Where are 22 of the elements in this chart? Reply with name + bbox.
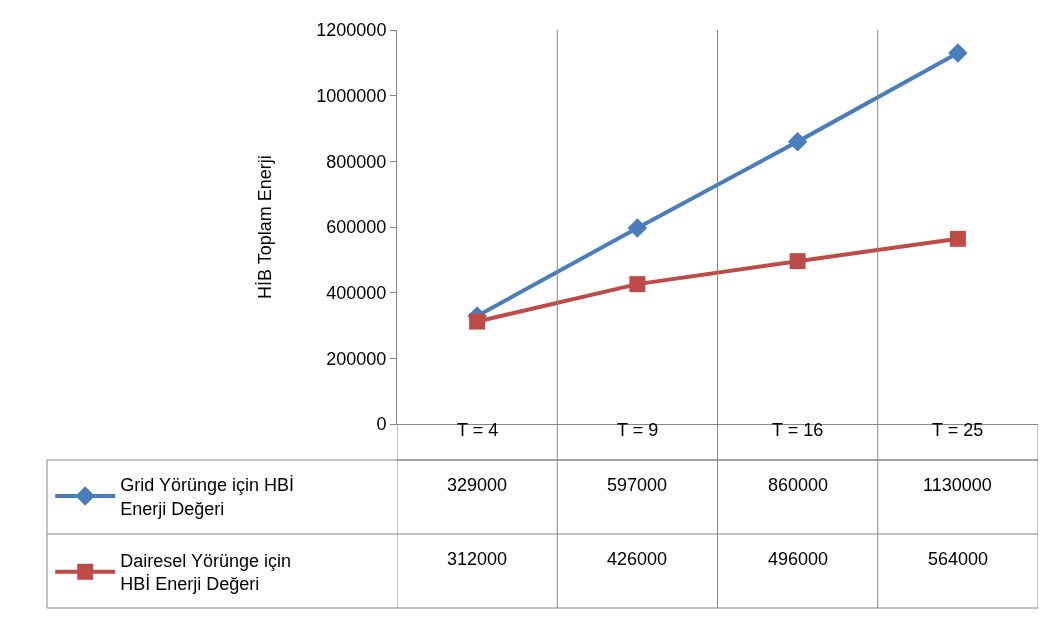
- x-tick-label: T = 4: [457, 420, 499, 440]
- data-label: 860000: [768, 475, 829, 495]
- data-label: 312000: [447, 549, 508, 569]
- y-tick-label: 400000: [326, 282, 387, 303]
- y-tick-label: 1200000: [316, 20, 387, 41]
- x-tick-label: T = 9: [617, 420, 659, 440]
- y-tick-label: 0: [376, 414, 387, 435]
- data-label: 597000: [607, 475, 668, 495]
- x-tick-label: T = 16: [772, 420, 824, 440]
- y-tick-label: 600000: [326, 217, 387, 238]
- y-tick-label: 200000: [326, 348, 387, 369]
- legend-label: Dairesel Yörünge için HBİ Enerji Değeri: [120, 551, 291, 595]
- legend-label: Grid Yörünge için HBİ Enerji Değeri: [120, 475, 294, 519]
- data-label: 329000: [447, 475, 508, 495]
- x-tick-label: T = 25: [932, 420, 984, 440]
- y-tick-label: 800000: [326, 151, 387, 172]
- data-label: 426000: [607, 549, 668, 569]
- y-tick-label: 1000000: [316, 85, 387, 106]
- data-label: 1130000: [923, 475, 992, 495]
- data-label: 496000: [768, 549, 829, 569]
- y-axis-title: HİB Toplam Enerji: [254, 155, 275, 299]
- data-label: 564000: [928, 549, 989, 569]
